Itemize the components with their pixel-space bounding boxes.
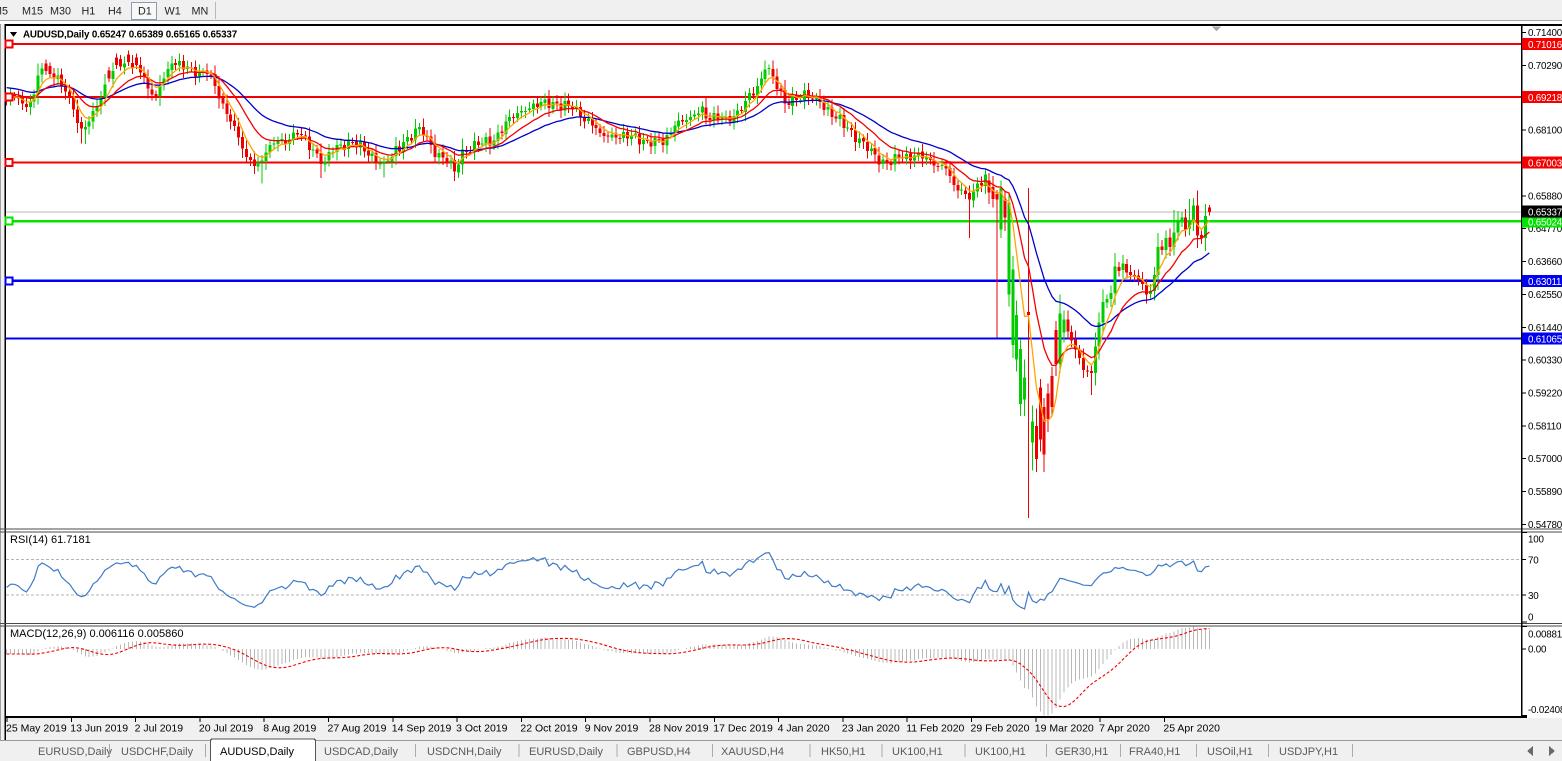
svg-text:22 Oct 2019: 22 Oct 2019 <box>520 723 577 735</box>
svg-text:0.008815: 0.008815 <box>1528 630 1562 641</box>
svg-text:FRA40,H1: FRA40,H1 <box>1129 746 1180 758</box>
svg-text:9 Nov 2019: 9 Nov 2019 <box>585 723 639 735</box>
svg-text:0.60330: 0.60330 <box>1528 356 1562 367</box>
svg-text:USDCAD,Daily: USDCAD,Daily <box>324 746 398 758</box>
svg-text:20 Jul 2019: 20 Jul 2019 <box>199 723 253 735</box>
svg-text:MACD(12,26,9) 0.006116 0.00586: MACD(12,26,9) 0.006116 0.005860 <box>10 628 183 640</box>
svg-text:29 Feb 2020: 29 Feb 2020 <box>971 723 1030 735</box>
svg-text:0.63011: 0.63011 <box>1528 277 1561 288</box>
svg-text:27 Aug 2019: 27 Aug 2019 <box>328 723 387 735</box>
svg-text:2 Jul 2019: 2 Jul 2019 <box>135 723 184 735</box>
svg-text:GBPUSD,H4: GBPUSD,H4 <box>627 746 691 758</box>
svg-text:3 Oct 2019: 3 Oct 2019 <box>456 723 508 735</box>
svg-text:0.59220: 0.59220 <box>1528 389 1562 400</box>
svg-text:0.61440: 0.61440 <box>1528 323 1562 334</box>
svg-text:28 Nov 2019: 28 Nov 2019 <box>649 723 709 735</box>
svg-text:0.65337: 0.65337 <box>1528 207 1562 218</box>
svg-text:0.64770: 0.64770 <box>1528 224 1562 235</box>
svg-text:0.61065: 0.61065 <box>1528 334 1562 345</box>
svg-text:USOil,H1: USOil,H1 <box>1207 746 1253 758</box>
svg-text:4 Jan 2020: 4 Jan 2020 <box>778 723 830 735</box>
svg-text:MN: MN <box>192 6 209 18</box>
svg-text:USDJPY,H1: USDJPY,H1 <box>1279 746 1338 758</box>
svg-text:23 Jan 2020: 23 Jan 2020 <box>842 723 900 735</box>
svg-text:USDCHF,Daily: USDCHF,Daily <box>121 746 194 758</box>
svg-text:30: 30 <box>1528 591 1539 602</box>
svg-text:0.71400: 0.71400 <box>1528 28 1562 39</box>
svg-text:M15: M15 <box>22 6 43 18</box>
svg-text:0.57000: 0.57000 <box>1528 454 1562 465</box>
svg-text:H4: H4 <box>108 6 122 18</box>
svg-text:0.00: 0.00 <box>1528 644 1547 655</box>
svg-text:0.67003: 0.67003 <box>1528 159 1562 170</box>
svg-text:0.54780: 0.54780 <box>1528 520 1562 531</box>
svg-text:0.68100: 0.68100 <box>1528 126 1562 137</box>
svg-text:0.65880: 0.65880 <box>1528 191 1562 202</box>
svg-text:M5: M5 <box>0 6 8 18</box>
svg-text:100: 100 <box>1528 535 1544 546</box>
svg-text:RSI(14) 61.7181: RSI(14) 61.7181 <box>10 534 91 546</box>
svg-text:USDCNH,Daily: USDCNH,Daily <box>427 746 502 758</box>
svg-text:70: 70 <box>1528 555 1539 566</box>
svg-text:25 May 2019: 25 May 2019 <box>6 723 67 735</box>
svg-text:0.55890: 0.55890 <box>1528 487 1562 498</box>
svg-text:0.62550: 0.62550 <box>1528 290 1562 301</box>
svg-text:AUDUSD,Daily: AUDUSD,Daily <box>220 746 294 758</box>
svg-text:EURUSD,Daily: EURUSD,Daily <box>38 746 112 758</box>
svg-text:0.69218: 0.69218 <box>1528 93 1562 104</box>
svg-text:0.58110: 0.58110 <box>1528 421 1562 432</box>
svg-text:EURUSD,Daily: EURUSD,Daily <box>529 746 603 758</box>
svg-text:W1: W1 <box>165 6 181 18</box>
svg-text:25 Apr 2020: 25 Apr 2020 <box>1163 723 1220 735</box>
svg-text:XAUUSD,H4: XAUUSD,H4 <box>721 746 784 758</box>
svg-text:19 Mar 2020: 19 Mar 2020 <box>1035 723 1094 735</box>
svg-text:0.65024: 0.65024 <box>1528 217 1562 228</box>
svg-text:11 Feb 2020: 11 Feb 2020 <box>906 723 964 735</box>
svg-text:-0.024082: -0.024082 <box>1528 705 1562 716</box>
svg-text:13 Jun 2019: 13 Jun 2019 <box>70 723 128 735</box>
svg-text:0.70290: 0.70290 <box>1528 61 1562 72</box>
svg-text:0: 0 <box>1528 613 1534 624</box>
svg-text:M30: M30 <box>50 6 71 18</box>
svg-text:14 Sep 2019: 14 Sep 2019 <box>392 723 452 735</box>
svg-text:AUDUSD,Daily 0.65247 0.65389: AUDUSD,Daily 0.65247 0.65389 0.65165 0.6… <box>23 30 238 41</box>
svg-text:0.63660: 0.63660 <box>1528 257 1562 268</box>
svg-text:GER30,H1: GER30,H1 <box>1055 746 1108 758</box>
svg-text:H1: H1 <box>82 6 96 18</box>
svg-text:D1: D1 <box>138 6 152 18</box>
svg-text:17 Dec 2019: 17 Dec 2019 <box>713 723 773 735</box>
svg-text:UK100,H1: UK100,H1 <box>975 746 1026 758</box>
svg-text:0.71016: 0.71016 <box>1528 40 1562 51</box>
svg-text:7 Apr 2020: 7 Apr 2020 <box>1099 723 1150 735</box>
svg-text:UK100,H1: UK100,H1 <box>892 746 943 758</box>
svg-text:HK50,H1: HK50,H1 <box>821 746 866 758</box>
svg-text:8 Aug 2019: 8 Aug 2019 <box>263 723 316 735</box>
